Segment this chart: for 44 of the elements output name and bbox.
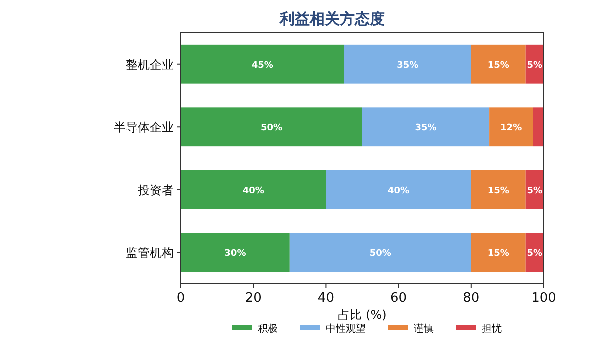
x-tick-label: 80 — [463, 291, 480, 306]
legend-label: 中性观望 — [326, 323, 366, 335]
bar — [326, 170, 472, 210]
y-tick-label: 投资者 — [137, 183, 174, 198]
data-label: 15% — [488, 186, 510, 196]
bar — [181, 233, 290, 272]
x-tick-label: 60 — [390, 291, 408, 306]
bar — [362, 108, 490, 147]
chart-title: 利益相关方态度 — [279, 10, 385, 28]
data-label: 35% — [397, 60, 419, 71]
data-label: 50% — [370, 249, 392, 260]
data-label: 40% — [242, 186, 264, 196]
bar — [490, 108, 534, 147]
bar — [533, 108, 544, 147]
legend-label: 谨慎 — [414, 323, 434, 335]
data-label: 5% — [527, 186, 543, 196]
legend-label: 担忧 — [482, 323, 502, 335]
y-tick-label: 整机企业 — [126, 58, 174, 72]
data-label: 5% — [527, 60, 543, 71]
data-label: 15% — [488, 60, 510, 71]
x-tick-label: 40 — [318, 291, 334, 306]
x-tick-label: 20 — [245, 291, 262, 306]
bar — [344, 44, 472, 84]
data-label: 50% — [260, 124, 283, 134]
data-label: 15% — [488, 249, 510, 260]
y-tick-label: 半导体企业 — [114, 120, 174, 135]
data-label: 5% — [527, 249, 543, 260]
y-tick-label: 监管机构 — [126, 246, 174, 260]
data-label: 35% — [415, 124, 437, 134]
data-label: 45% — [252, 60, 274, 71]
x-tick-label: 0 — [176, 291, 186, 306]
bar — [290, 233, 472, 272]
x-tick-label: 100 — [532, 291, 556, 306]
legend-label: 积极 — [258, 323, 278, 335]
bar — [471, 233, 526, 272]
data-label: 30% — [224, 249, 246, 260]
data-label: 40% — [388, 186, 410, 196]
data-label: 12% — [500, 124, 522, 134]
bar — [181, 170, 326, 210]
bar — [181, 108, 362, 147]
bar — [471, 44, 526, 84]
bar — [471, 170, 526, 210]
x-axis-title: 占比 (%) — [338, 308, 387, 322]
bar — [181, 44, 344, 84]
